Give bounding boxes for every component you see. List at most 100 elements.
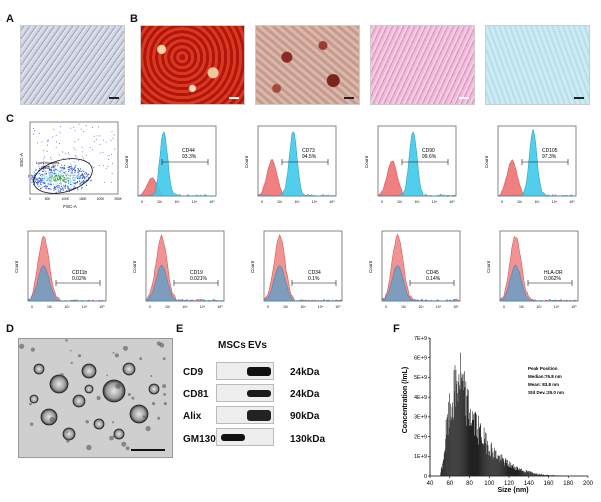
scatter-point: [46, 175, 48, 177]
scatter-point: [107, 158, 109, 160]
vesicle: [30, 422, 34, 426]
nta-bar: [538, 474, 540, 476]
scatter-point: [66, 175, 68, 177]
vesicle: [121, 441, 127, 447]
scatter-point: [71, 165, 73, 167]
histogram-marker-peak: [27, 265, 106, 302]
nta-bar: [545, 475, 547, 476]
nta-bar: [455, 406, 456, 476]
hist-ylabel: Count: [124, 155, 129, 168]
panel-label-a: A: [6, 13, 14, 25]
nta-bar: [543, 474, 545, 476]
nta-bar: [497, 459, 498, 476]
scatter-point: [82, 182, 84, 184]
scatter-point: [74, 130, 76, 132]
vesicle: [81, 363, 97, 379]
nta-bar: [545, 475, 546, 476]
scatter-point: [64, 177, 66, 179]
nta-bar: [461, 373, 463, 476]
hist-ylabel: Count: [486, 260, 491, 273]
hist-xtick: 10³: [64, 305, 70, 309]
scatter-point: [77, 181, 79, 183]
vesicle: [96, 395, 101, 401]
hist-xtick: 10⁵: [217, 305, 223, 309]
nta-xtick: 80: [466, 481, 473, 487]
nta-bar: [466, 425, 468, 476]
scatter-point: [72, 182, 74, 184]
hist-xtick: 10²: [401, 305, 407, 309]
nta-bar: [527, 470, 529, 476]
scatter-point: [63, 176, 65, 179]
hist-xtick: 10⁴: [436, 305, 442, 309]
vesicle: [60, 373, 64, 377]
scatter-point: [73, 126, 75, 128]
scatter-point: [99, 135, 101, 137]
vesicle: [159, 342, 165, 348]
scatter-point: [50, 188, 52, 190]
nta-bar: [552, 475, 554, 476]
scatter-point: [57, 169, 59, 171]
hist-xtick: 0: [267, 305, 269, 309]
nta-bar: [510, 462, 512, 476]
scatter-point: [70, 170, 72, 172]
scatter-point: [73, 185, 75, 187]
scatter-point: [85, 154, 87, 156]
scatter-point: [69, 166, 71, 168]
scatter-point: [65, 182, 67, 183]
nta-bar: [470, 422, 472, 476]
nta-bar: [550, 475, 552, 476]
nta-bar: [533, 473, 535, 476]
vesicle: [86, 444, 92, 451]
nta-bar: [517, 469, 519, 476]
hist-xtick: 10³: [294, 200, 300, 204]
scatter-point: [54, 177, 56, 179]
nta-bar: [519, 468, 521, 476]
scatter-point: [108, 155, 110, 157]
scatter-point: [81, 173, 83, 175]
nta-bar: [469, 425, 471, 476]
vesicle: [66, 439, 70, 443]
scale-bar: [344, 97, 354, 99]
scatter-point: [102, 151, 104, 153]
scatter-point: [37, 177, 40, 179]
scatter-point: [53, 128, 55, 130]
nta-bar: [449, 420, 451, 476]
nta-bar: [461, 377, 462, 476]
nta-xtick: 40: [427, 481, 434, 487]
scatter-point: [43, 182, 45, 185]
wb-header-mscs: MSCs: [218, 340, 246, 351]
scatter-point: [70, 163, 72, 165]
scatter-point: [68, 177, 70, 179]
marker-percent: 0.062%: [544, 276, 562, 282]
scatter-point: [73, 187, 76, 189]
vesicle: [123, 345, 128, 351]
hist-xtick: 10²: [517, 200, 523, 204]
nta-bar: [476, 429, 478, 476]
scatter-point: [43, 169, 45, 171]
scatter-point: [58, 154, 60, 156]
vesicle: [112, 435, 116, 438]
vesicle: [113, 428, 125, 440]
scatter-point: [60, 172, 62, 174]
scatter-point: [49, 169, 51, 171]
nta-bar: [539, 474, 541, 476]
nta-bar: [465, 381, 467, 476]
nta-bar: [491, 442, 492, 476]
nta-bar: [503, 458, 504, 476]
scatter-point: [77, 172, 79, 173]
scatter-point: [53, 173, 56, 175]
scatter-point: [56, 177, 59, 179]
scatter-point: [62, 175, 64, 177]
nta-bar: [513, 468, 515, 476]
hist-xtick: 0: [501, 200, 503, 204]
scatter-point: [68, 152, 70, 154]
nta-bar: [510, 467, 512, 476]
nta-bar: [521, 470, 523, 476]
scatter-point: [82, 180, 84, 182]
nta-bar: [524, 472, 525, 476]
vesicle: [131, 396, 135, 400]
scatter-point: [77, 176, 79, 179]
scatter-point: [83, 181, 86, 183]
hist-ylabel: Count: [14, 260, 19, 273]
